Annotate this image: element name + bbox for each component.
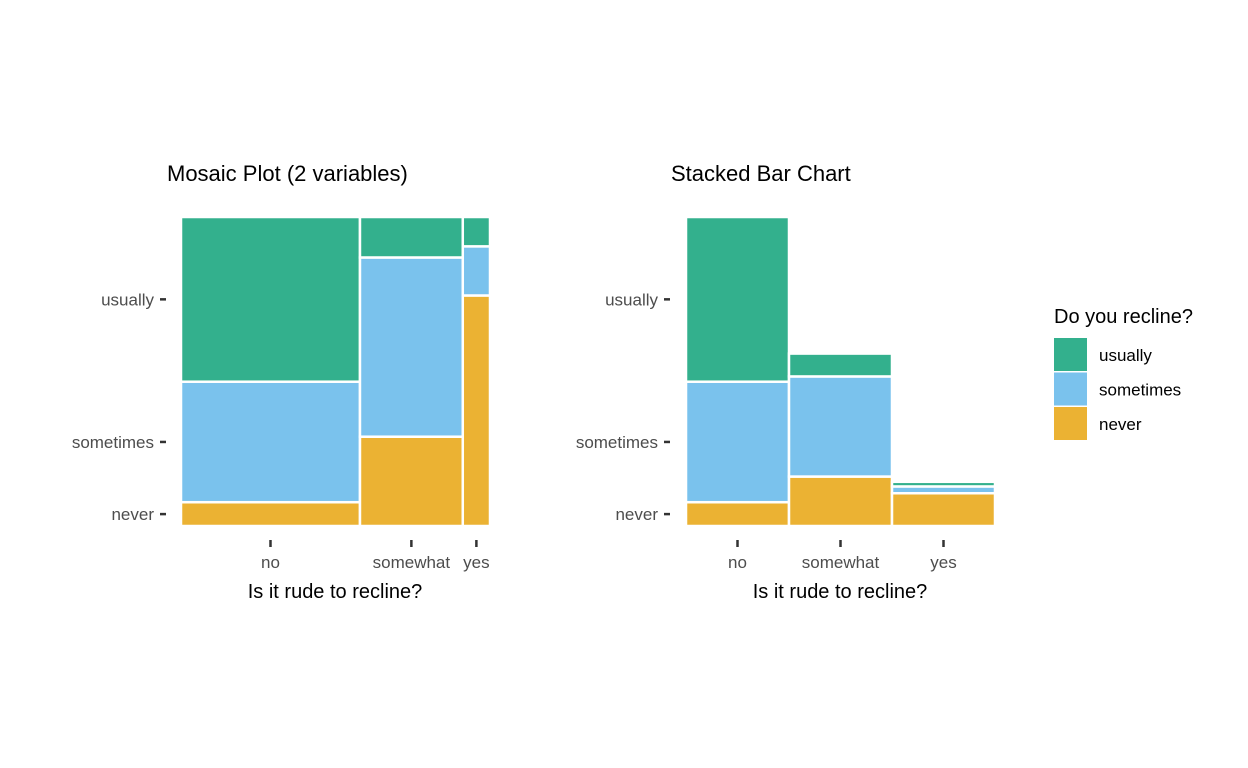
legend-items: usually sometimes never — [1054, 338, 1181, 440]
x-tick-label-no: no — [728, 553, 747, 572]
x-tick-label-yes: yes — [463, 553, 489, 572]
mosaic-plot-title: Mosaic Plot (2 variables) — [167, 161, 408, 186]
legend-swatch-never — [1054, 407, 1087, 440]
x-tick-label-yes: yes — [930, 553, 956, 572]
mosaic-tile-no-never — [179, 500, 362, 528]
bar-yes-usually — [890, 480, 997, 488]
bar-somewhat-usually — [787, 352, 894, 378]
y-tick-label-never: never — [615, 505, 658, 524]
stacked-y-axis: usually sometimes never — [576, 290, 670, 524]
mosaic-tile-somewhat-usually — [358, 215, 465, 259]
x-tick-label-somewhat: somewhat — [373, 553, 451, 572]
stacked-x-axis-title: Is it rude to recline? — [753, 581, 928, 603]
bar-no-usually — [684, 215, 791, 383]
legend-title: Do you recline? — [1054, 306, 1193, 328]
mosaic-tile-yes-usually — [461, 215, 492, 248]
y-tick-label-usually: usually — [605, 290, 658, 309]
mosaic-tile-no-usually — [179, 215, 362, 383]
x-tick-label-no: no — [261, 553, 280, 572]
mosaic-tiles — [179, 215, 492, 528]
stacked-bar-title: Stacked Bar Chart — [671, 161, 851, 186]
legend-label-never: never — [1099, 415, 1142, 434]
bar-somewhat-never — [787, 475, 894, 528]
bar-yes-never — [890, 491, 997, 528]
bar-somewhat-sometimes — [787, 375, 894, 478]
stacked-bar-panel: Stacked Bar Chart usuallysometimesnever … — [576, 161, 997, 603]
mosaic-tile-somewhat-never — [358, 435, 465, 528]
legend: Do you recline? usually sometimes never — [1054, 306, 1193, 440]
bar-no-sometimes — [684, 380, 791, 504]
y-tick-label-sometimes: sometimes — [576, 433, 658, 452]
x-tick-label-somewhat: somewhat — [802, 553, 880, 572]
mosaic-y-axis: usually sometimes never — [72, 290, 166, 524]
mosaic-plot-panel: Mosaic Plot (2 variables) usually sometim… — [72, 161, 492, 603]
mosaic-x-axis-title: Is it rude to recline? — [248, 581, 423, 603]
mosaic-x-axis: no somewhat yes — [261, 540, 490, 572]
mosaic-tile-yes-sometimes — [461, 245, 492, 297]
mosaic-tile-no-sometimes — [179, 380, 362, 504]
legend-label-usually: usually — [1099, 346, 1152, 365]
bar-no-never — [684, 500, 791, 528]
legend-label-sometimes: sometimes — [1099, 381, 1181, 400]
stacked-x-axis: no somewhat yes — [728, 540, 957, 572]
legend-swatch-usually — [1054, 338, 1087, 371]
y-tick-label-usually: usually — [101, 290, 154, 309]
y-tick-label-never: never — [111, 505, 154, 524]
mosaic-tile-somewhat-sometimes — [358, 256, 465, 438]
y-tick-label-sometimes: sometimes — [72, 433, 154, 452]
stacked-bars — [684, 215, 997, 528]
mosaic-tile-yes-never — [461, 294, 492, 528]
legend-swatch-sometimes — [1054, 372, 1087, 406]
